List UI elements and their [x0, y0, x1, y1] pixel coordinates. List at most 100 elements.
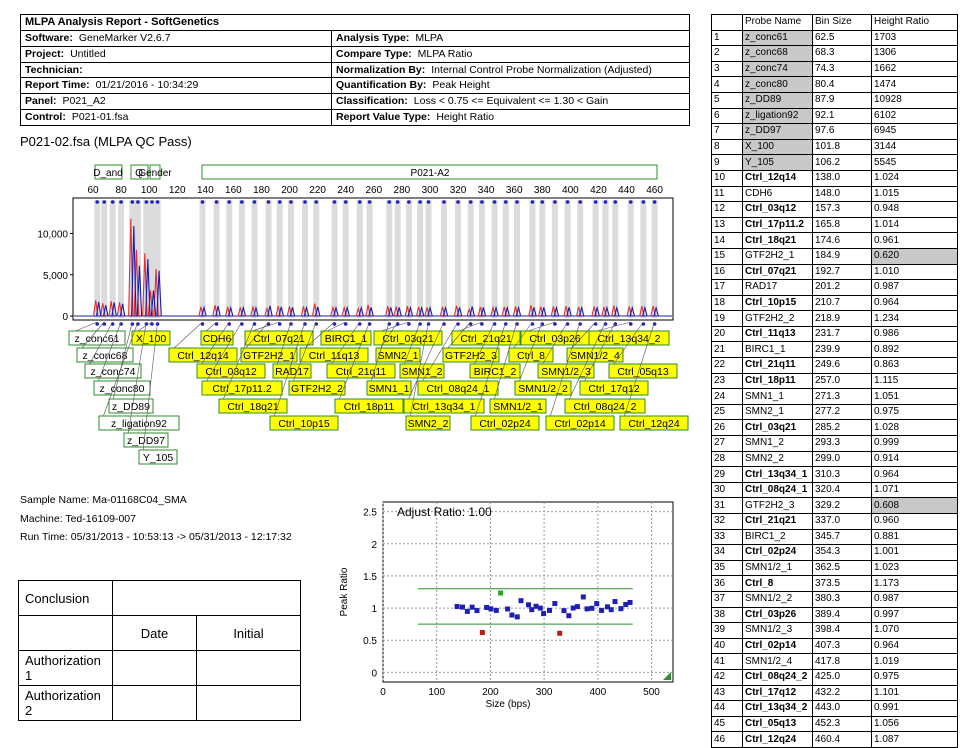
- table-cell: 362.5: [812, 559, 872, 577]
- probe-label: Ctrl_13q34_1: [412, 401, 475, 413]
- table-cell: 15: [711, 247, 743, 265]
- table-cell: 1.001: [871, 544, 958, 561]
- report-field-label: Quantification By:: [336, 79, 427, 92]
- authorization-2-date[interactable]: [112, 685, 197, 721]
- table-cell: 62.5: [812, 29, 872, 47]
- bin-marker: [426, 200, 431, 204]
- table-cell: SMN1/2_3: [742, 622, 813, 639]
- bin-box: [149, 164, 161, 180]
- bin-marker: [277, 200, 282, 204]
- table-cell: 452.3: [812, 715, 872, 733]
- probe-label-box: [76, 347, 134, 363]
- report-field-label: Report Value Type:: [336, 110, 431, 123]
- probe-label-box: [579, 380, 649, 396]
- table-cell: 0.997: [871, 606, 958, 624]
- bin-box: [94, 164, 123, 180]
- x-tick-label: 120: [169, 185, 186, 196]
- label-leader: [421, 321, 459, 383]
- sample-peak: [289, 307, 296, 317]
- table-cell: Ctrl_02p24: [742, 544, 813, 561]
- bin-shade: [199, 200, 206, 318]
- bin-shade: [577, 200, 584, 318]
- conclusion-field[interactable]: [112, 580, 301, 616]
- authorization-1-date[interactable]: [112, 650, 197, 686]
- table-cell: 0.964: [871, 637, 958, 655]
- bin-shade: [405, 200, 412, 318]
- sample-peak: [131, 226, 137, 317]
- probe-label-box: [417, 380, 499, 396]
- bin-shade: [251, 200, 258, 318]
- table-cell: 21: [711, 341, 743, 359]
- table-cell: Ctrl_17p11.2: [742, 216, 813, 234]
- table-row: 12 Ctrl_03q12 157.3 0.948: [711, 201, 958, 218]
- bin-marker: [240, 200, 244, 204]
- resize-grip-icon[interactable]: [663, 672, 671, 680]
- y-tick-label: 0: [62, 312, 68, 323]
- report-field-label: Software:: [25, 32, 73, 44]
- table-cell: 157.3: [812, 201, 872, 218]
- table-cell: 165.8: [812, 216, 872, 234]
- table-cell: 5: [711, 91, 743, 109]
- table-cell: 42: [711, 668, 743, 686]
- table-row: 35 SMN1/2_1 362.5 1.023: [711, 559, 958, 577]
- authorization-2-initial[interactable]: [196, 685, 301, 721]
- table-row: 45 Ctrl_05q13 452.3 1.056: [711, 715, 958, 733]
- bin-shade: [226, 200, 233, 318]
- table-cell: 174.6: [812, 232, 872, 249]
- probe-label-box: [366, 380, 412, 396]
- bin-marker: [95, 200, 100, 204]
- probe-label-box: [489, 398, 547, 414]
- probe-label-box: [537, 363, 595, 379]
- table-cell: Ctrl_05q13: [742, 715, 813, 733]
- report-field-label: Panel:: [25, 95, 57, 108]
- label-leader: [127, 321, 147, 435]
- table-cell: Ctrl_03q12: [742, 201, 813, 218]
- data-point: [469, 604, 475, 610]
- y-tick-label: 2: [371, 540, 377, 551]
- bin-shade: [478, 200, 485, 318]
- plot-frame: [382, 501, 674, 683]
- table-row: 38 Ctrl_03p26 389.4 0.997: [711, 606, 958, 624]
- bin-shade: [313, 200, 320, 318]
- probe-label-box: [269, 415, 339, 431]
- label-leader: [570, 321, 596, 350]
- probe-label-box: [545, 415, 615, 431]
- report-field-label: Analysis Type:: [336, 32, 410, 44]
- table-cell: 417.8: [812, 653, 872, 670]
- data-point: [599, 607, 605, 613]
- bin-marker: [492, 200, 497, 204]
- table-cell: 1.071: [871, 481, 958, 499]
- label-leader: [142, 321, 158, 452]
- probe-label-box: [68, 330, 126, 346]
- label-leader: [276, 321, 292, 366]
- table-cell: 218.9: [812, 310, 872, 327]
- report-header: MLPA Analysis Report - SoftGenetics Soft…: [20, 14, 690, 126]
- table-cell: 3144: [871, 138, 958, 156]
- table-row: 15 GTF2H2_1 184.9 0.620: [711, 247, 958, 265]
- bin-shade: [129, 200, 136, 318]
- data-point: [514, 614, 520, 620]
- table-row: 7 z_DD97 97.6 6945: [711, 123, 958, 140]
- table-row: 2 z_conc68 68.3 1306: [711, 45, 958, 62]
- data-point: [454, 604, 460, 610]
- table-row: 30 Ctrl_08q24_1 320.4 1.071: [711, 481, 958, 499]
- label-leader: [303, 321, 335, 350]
- table-cell: 3: [711, 60, 743, 78]
- probe-label-box: [123, 432, 169, 448]
- x-tick-label: 460: [646, 185, 663, 196]
- table-row: 17 RAD17 201.2 0.987: [711, 279, 958, 296]
- bin-shade: [539, 200, 546, 318]
- bin-marker: [456, 200, 460, 204]
- table-cell: 36: [711, 575, 743, 592]
- authorization-1-initial[interactable]: [196, 650, 301, 686]
- table-row: 43 Ctrl_17q12 432.2 1.101: [711, 684, 958, 702]
- table-cell: 0.999: [871, 435, 958, 452]
- bin-shade: [302, 200, 309, 318]
- table-cell: 41: [711, 653, 743, 670]
- report-field-left-1: Project: Untitled: [21, 46, 332, 63]
- probe-label-box: [334, 398, 404, 414]
- bin-shade: [651, 200, 658, 318]
- table-cell: 277.2: [812, 403, 872, 421]
- date-header: Date: [112, 615, 197, 651]
